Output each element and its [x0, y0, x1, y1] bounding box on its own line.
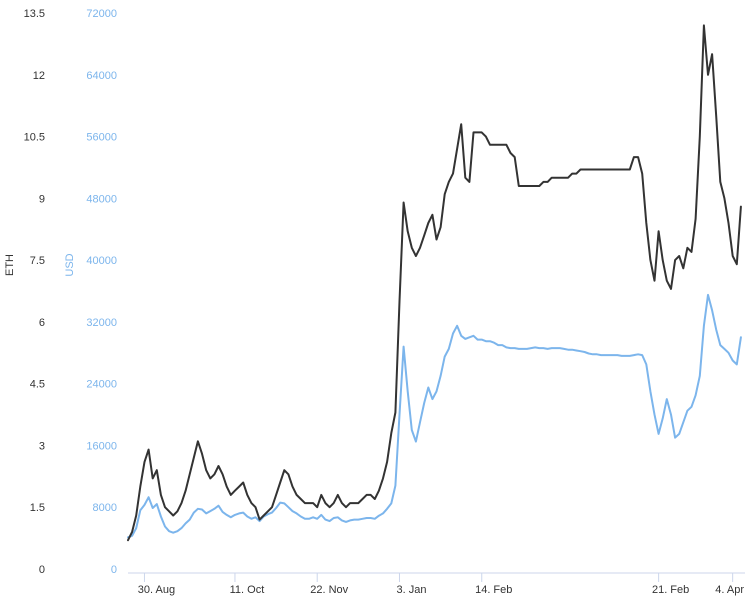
eth-tick-label: 7.5: [30, 255, 45, 267]
usd-tick-label: 24000: [86, 379, 117, 391]
usd-tick-label: 64000: [86, 70, 117, 82]
x-tick-label: 22. Nov: [310, 584, 348, 596]
eth-axis-title: ETH: [4, 254, 16, 276]
usd-tick-label: 0: [111, 564, 117, 576]
usd-tick-label: 72000: [86, 8, 117, 20]
usd-tick-label: 16000: [86, 440, 117, 452]
eth-tick-label: 0: [39, 564, 45, 576]
x-tick-label: 21. Feb: [652, 584, 689, 596]
eth-series-line: [127, 24, 742, 542]
x-tick-label: 3. Jan: [396, 584, 426, 596]
eth-tick-label: 4.5: [30, 379, 45, 391]
x-tick-label: 14. Feb: [475, 584, 512, 596]
x-tick-label: 30. Aug: [138, 584, 175, 596]
eth-tick-label: 3: [39, 440, 45, 452]
x-tick-label: 4. Apr: [715, 584, 744, 596]
usd-tick-label: 48000: [86, 193, 117, 205]
eth-axis-ticks: 0 1.5 3 4.5 6 7.5 9 10.5 12 13.5: [24, 8, 45, 576]
eth-tick-label: 12: [33, 70, 45, 82]
x-axis-ticks: 30. Aug 11. Oct 22. Nov 3. Jan 14. Feb 21. Fe…: [138, 573, 744, 596]
usd-tick-label: 32000: [86, 317, 117, 329]
usd-tick-label: 56000: [86, 132, 117, 144]
usd-tick-label: 40000: [86, 255, 117, 267]
x-tick-label: 11. Oct: [230, 584, 265, 596]
eth-tick-label: 10.5: [24, 132, 45, 144]
eth-tick-label: 9: [39, 193, 45, 205]
usd-axis-ticks: 0 8000 16000 24000 32000 40000 48000 56000 64000…: [86, 8, 117, 576]
series-layer: [127, 24, 742, 542]
usd-tick-label: 8000: [93, 502, 117, 514]
usd-series-line: [127, 293, 742, 539]
eth-tick-label: 13.5: [24, 8, 45, 20]
usd-axis-title: USD: [64, 253, 76, 276]
eth-tick-label: 1.5: [30, 502, 45, 514]
eth-tick-label: 6: [39, 317, 45, 329]
